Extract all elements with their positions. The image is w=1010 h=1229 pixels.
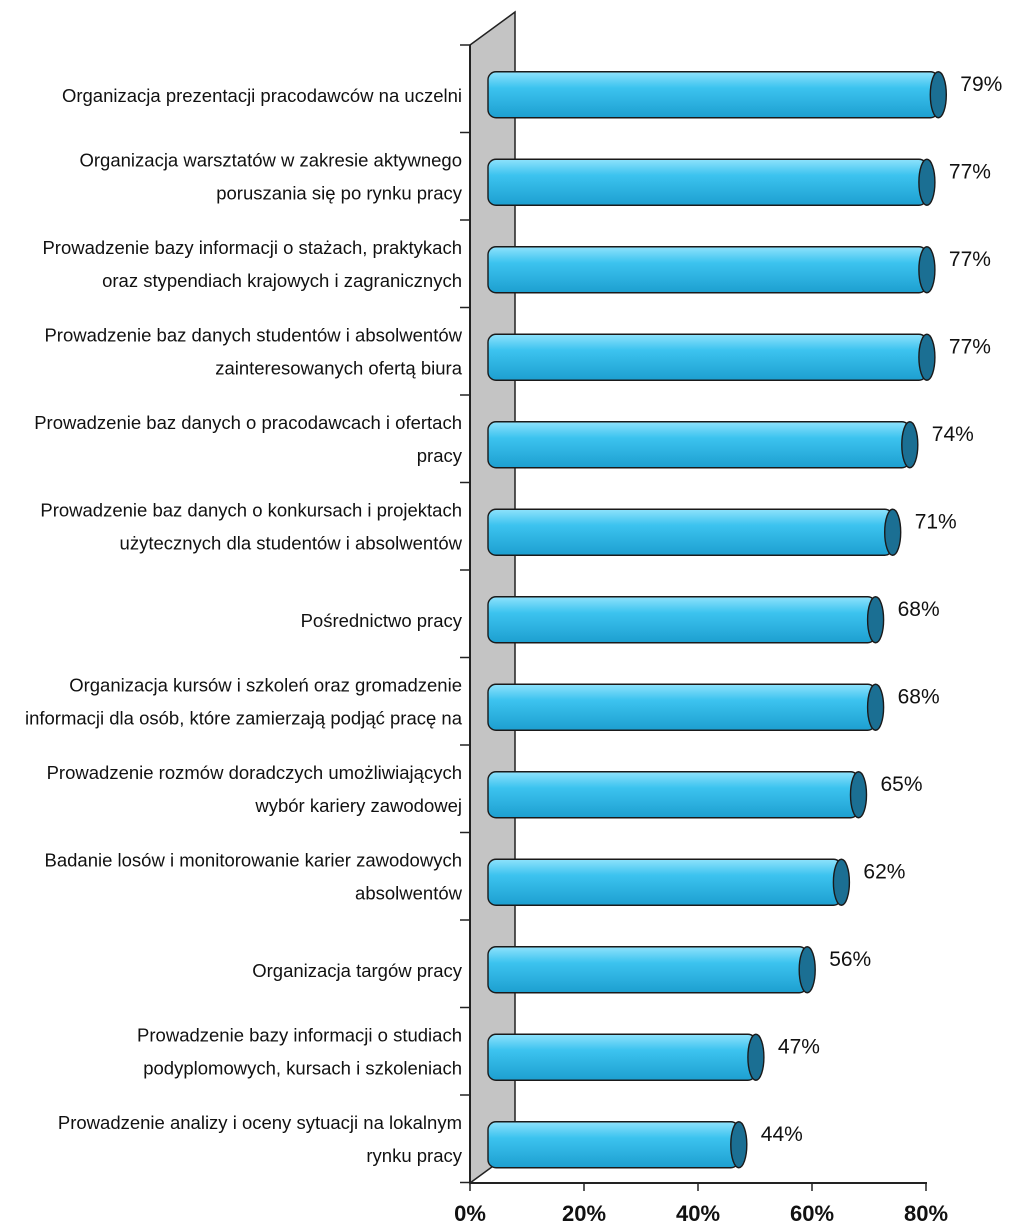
category-label: Prowadzenie rozmów doradczych umożliwiaj… <box>47 762 462 783</box>
bar-body <box>487 508 894 556</box>
category-label: Prowadzenie baz danych studentów i absol… <box>44 324 462 345</box>
category-label: rynku pracy <box>366 1145 462 1166</box>
value-label: 79% <box>960 73 1002 96</box>
bar-cap <box>884 508 902 556</box>
bar-body <box>487 771 860 819</box>
category-label: oraz stypendiach krajowych i zagraniczny… <box>102 270 462 291</box>
bar: 56% <box>487 946 871 994</box>
x-tick-label: 40% <box>676 1201 720 1226</box>
x-tick-label: 20% <box>562 1201 606 1226</box>
x-tick-label: 60% <box>790 1201 834 1226</box>
category-label: informacji dla osób, które zamierzają po… <box>25 707 463 728</box>
bar-body <box>487 158 928 206</box>
value-label: 71% <box>915 510 957 533</box>
value-label: 62% <box>863 860 905 883</box>
bar: 68% <box>487 683 940 731</box>
category-label: wybór kariery zawodowej <box>254 795 462 816</box>
x-tick-label: 80% <box>904 1201 948 1226</box>
category-label: Badanie losów i monitorowanie karier zaw… <box>45 849 463 870</box>
x-tick-label: 0% <box>454 1201 486 1226</box>
category-label: Organizacja warsztatów w zakresie aktywn… <box>80 149 463 170</box>
category-label: Pośrednictwo pracy <box>301 610 463 631</box>
category-label: użytecznych dla studentów i absolwentów <box>120 532 463 553</box>
category-label: absolwentów <box>355 882 463 903</box>
value-label: 68% <box>898 598 940 621</box>
bar-cap <box>849 771 868 819</box>
category-label: Prowadzenie bazy informacji o stażach, p… <box>42 237 462 258</box>
bar: 62% <box>487 858 905 906</box>
bar-body <box>487 946 808 994</box>
value-label: 47% <box>778 1035 820 1058</box>
category-label: zainteresowanych ofertą biura <box>215 357 463 378</box>
value-label: 44% <box>761 1123 803 1146</box>
bar-body <box>487 858 843 906</box>
bar-body <box>487 596 877 644</box>
bar-cap <box>866 596 885 644</box>
bar-cap <box>832 858 851 906</box>
bar-body <box>487 333 928 381</box>
bar: 71% <box>487 508 957 556</box>
category-labels: Organizacja prezentacji pracodawców na u… <box>25 85 463 1166</box>
category-label: Organizacja prezentacji pracodawców na u… <box>62 85 462 106</box>
bar-body <box>487 246 928 294</box>
category-label: poruszania się po rynku pracy <box>216 182 463 203</box>
category-label: Prowadzenie baz danych o pracodawcach i … <box>34 412 462 433</box>
axis-ticks: 0% 20% 40% 60% 80% <box>454 44 948 1226</box>
bar-cap <box>918 158 936 206</box>
category-label: podyplomowych, kursach i szkoleniach <box>143 1057 462 1078</box>
category-label: Prowadzenie analizy i oceny sytuacji na … <box>58 1112 462 1133</box>
bar-body <box>487 1121 740 1169</box>
bar: 77% <box>487 333 991 381</box>
bar: 77% <box>487 158 991 206</box>
value-label: 77% <box>949 335 991 358</box>
category-label: pracy <box>417 445 463 466</box>
value-label: 74% <box>932 423 974 446</box>
value-label: 56% <box>829 948 871 971</box>
bar-cap <box>798 946 816 994</box>
bar-body <box>487 421 911 469</box>
bar-cap <box>730 1121 748 1169</box>
value-label: 77% <box>949 160 991 183</box>
bar: 47% <box>487 1033 820 1081</box>
bar: 65% <box>487 771 923 819</box>
bar-body <box>487 1033 757 1081</box>
bar-body <box>487 71 939 119</box>
category-label: Organizacja targów pracy <box>252 960 463 981</box>
bars: 79% 77% 77% 77% 74% 71% 68% 68% 65% 62% 56% 47% 44% <box>487 71 1002 1169</box>
bar-body <box>487 683 877 731</box>
category-label: Prowadzenie bazy informacji o studiach <box>137 1024 462 1045</box>
bar: 68% <box>487 596 940 644</box>
category-label: Prowadzenie baz danych o konkursach i pr… <box>40 499 462 520</box>
bar: 44% <box>487 1121 803 1169</box>
value-label: 68% <box>898 685 940 708</box>
bar-cap <box>929 71 947 119</box>
bar-cap <box>901 421 919 469</box>
bar: 79% <box>487 71 1002 119</box>
bar: 77% <box>487 246 991 294</box>
value-label: 65% <box>881 773 923 796</box>
bar-cap <box>866 683 885 731</box>
bar-cap <box>918 333 936 381</box>
bar-cap <box>918 246 936 294</box>
bar-cap <box>747 1033 765 1081</box>
bar: 74% <box>487 421 974 469</box>
value-label: 77% <box>949 248 991 271</box>
category-label: Organizacja kursów i szkoleń oraz gromad… <box>69 674 462 695</box>
